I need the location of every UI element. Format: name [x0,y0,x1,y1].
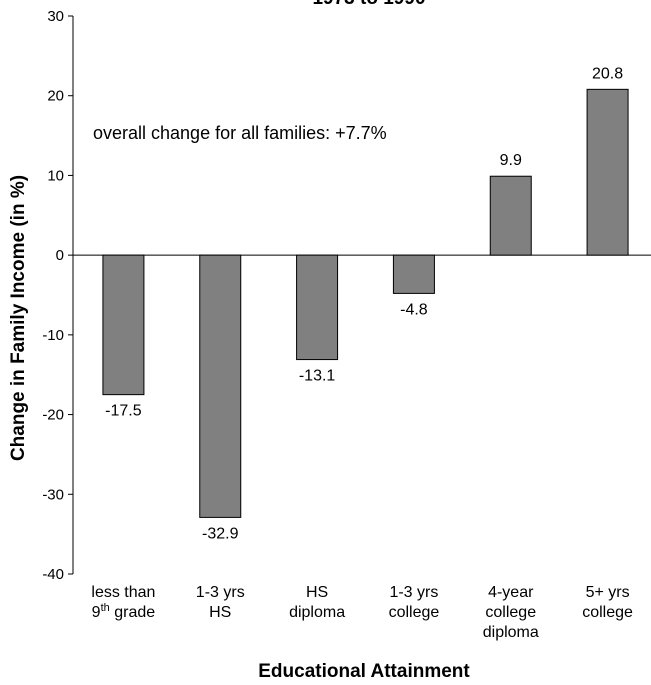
category-label: 4-year [488,584,534,601]
bar [296,254,339,361]
y-tick-label: -40 [42,566,64,583]
category-label: diploma [483,624,539,641]
y-tick-label: -20 [42,407,64,424]
overall-change-annotation: overall change for all families: +7.7% [93,123,387,143]
chart-title: 1973 to 1990 [312,0,425,9]
x-axis-title: Educational Attainment [258,661,470,682]
category-label: 5+ yrs [586,584,630,601]
category-label: HS [209,604,231,621]
y-axis-title: Change in Family Income (in %) [8,175,29,461]
category-label: less than [91,584,155,601]
category-label: college [582,604,633,621]
category-label: 1-3 yrs [389,584,438,601]
bar [102,254,145,396]
y-tick-label: -30 [42,486,64,503]
y-tick-label: 0 [56,247,64,264]
category-label: college [485,604,536,621]
bars-group: -17.5 -32.9 -13.1 -4.8 9.9 20.8 [102,65,629,542]
y-tick-label: 20 [47,88,64,105]
category-label: HS [306,584,328,601]
bar [489,175,532,256]
bar [586,88,629,256]
y-tick-label: 30 [47,8,64,25]
bar [199,254,242,518]
category-label: 1-3 yrs [196,584,245,601]
category-label: 9th grade [92,602,156,621]
data-label: 20.8 [592,65,623,82]
data-label: -4.8 [400,301,428,318]
data-label: -17.5 [105,403,142,420]
data-label: 9.9 [500,152,522,169]
y-tick-label: -10 [42,327,64,344]
bar [392,254,435,294]
y-axis: -40 -30 -20 -10 0 10 20 30 [42,8,651,583]
category-label: college [389,604,440,621]
data-label: -13.1 [299,368,336,385]
y-tick-label: 10 [47,167,64,184]
data-label: -32.9 [202,525,239,542]
category-label: diploma [289,604,345,621]
